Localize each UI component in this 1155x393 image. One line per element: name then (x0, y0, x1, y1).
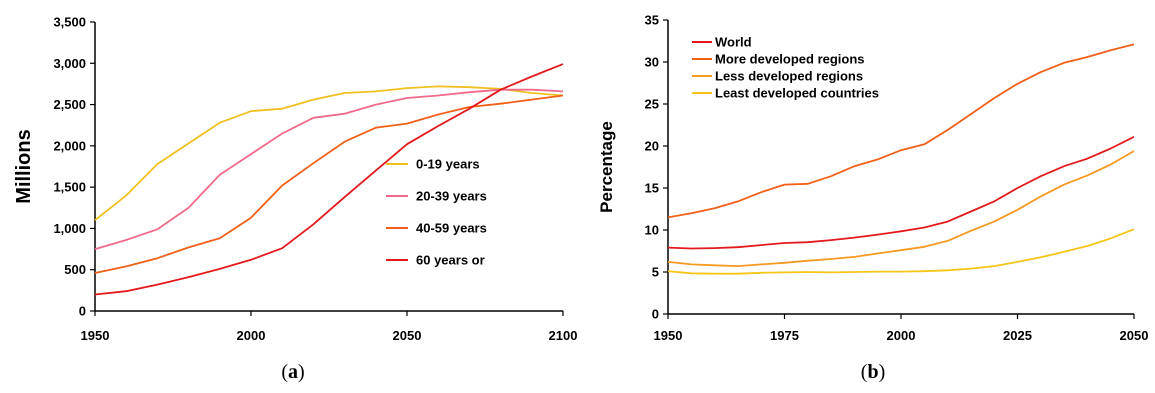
b-y-tick-label: 35 (645, 13, 659, 28)
a-y-tick-label: 500 (64, 262, 86, 277)
a-y-tick-label: 2,500 (53, 97, 86, 112)
caption-b-label: b (867, 361, 878, 383)
a-x-tick-label: 2000 (237, 328, 266, 343)
a-series-line-1 (94, 88, 564, 250)
caption-b: (b) (580, 352, 1155, 388)
b-series-line-0 (667, 135, 1135, 250)
b-y-tick-label: 5 (652, 265, 659, 280)
b-x-tick-label: 2000 (887, 328, 916, 343)
b-x-tick-label: 1975 (770, 328, 799, 343)
svg-text:(a): (a) (281, 361, 304, 383)
b-y-tick-label: 30 (645, 55, 659, 70)
b-series-line-3 (667, 228, 1135, 275)
a-series-line-2 (94, 94, 564, 274)
a-y-tick-label: 1,500 (53, 180, 86, 195)
a-x-tick-label: 2050 (393, 328, 422, 343)
svg-text:(b): (b) (861, 361, 885, 383)
b-series-line-1 (667, 43, 1135, 219)
a-legend-label-1: 20-39 years (416, 189, 487, 204)
a-legend-label-3: 60 years or (416, 253, 485, 268)
a-y-tick-label: 0 (79, 304, 86, 319)
chart-a: 0 500 1,000 1,500 2,000 2,500 3,000 3,500 1950 20… (13, 15, 578, 344)
b-y-tick-label: 10 (645, 223, 659, 238)
b-legend-label-2: Less developed regions (715, 69, 863, 84)
b-y-tick-label: 20 (645, 139, 659, 154)
a-legend-label-0: 0-19 years (416, 157, 480, 172)
b-y-axis-title: Percentage (597, 121, 616, 213)
a-y-tick-label: 3,500 (53, 15, 86, 30)
b-x-tick-label: 2025 (1003, 328, 1032, 343)
a-legend-label-2: 40-59 years (416, 221, 487, 236)
a-x-tick-label: 1950 (81, 328, 110, 343)
b-x-tick-label: 1950 (654, 328, 683, 343)
caption-a-label: a (288, 361, 298, 383)
a-y-tick-label: 2,000 (53, 138, 86, 153)
b-legend-label-0: World (715, 35, 752, 50)
a-y-tick-label: 1,000 (53, 221, 86, 236)
caption-a: (a) (0, 352, 580, 388)
b-legend-label-3: Least developed countries (715, 86, 879, 101)
a-series-line-3 (94, 63, 564, 296)
b-x-tick-label: 2050 (1120, 328, 1149, 343)
b-y-tick-label: 15 (645, 181, 659, 196)
a-y-axis-title: Millions (13, 129, 35, 203)
a-x-tick-label: 2100 (549, 328, 578, 343)
b-series-line-2 (667, 150, 1135, 268)
a-y-tick-label: 3,000 (53, 56, 86, 71)
b-legend-label-1: More developed regions (715, 52, 865, 67)
b-y-tick-label: 0 (652, 307, 659, 322)
a-series-line-0 (94, 85, 564, 221)
b-y-tick-label: 25 (645, 97, 659, 112)
